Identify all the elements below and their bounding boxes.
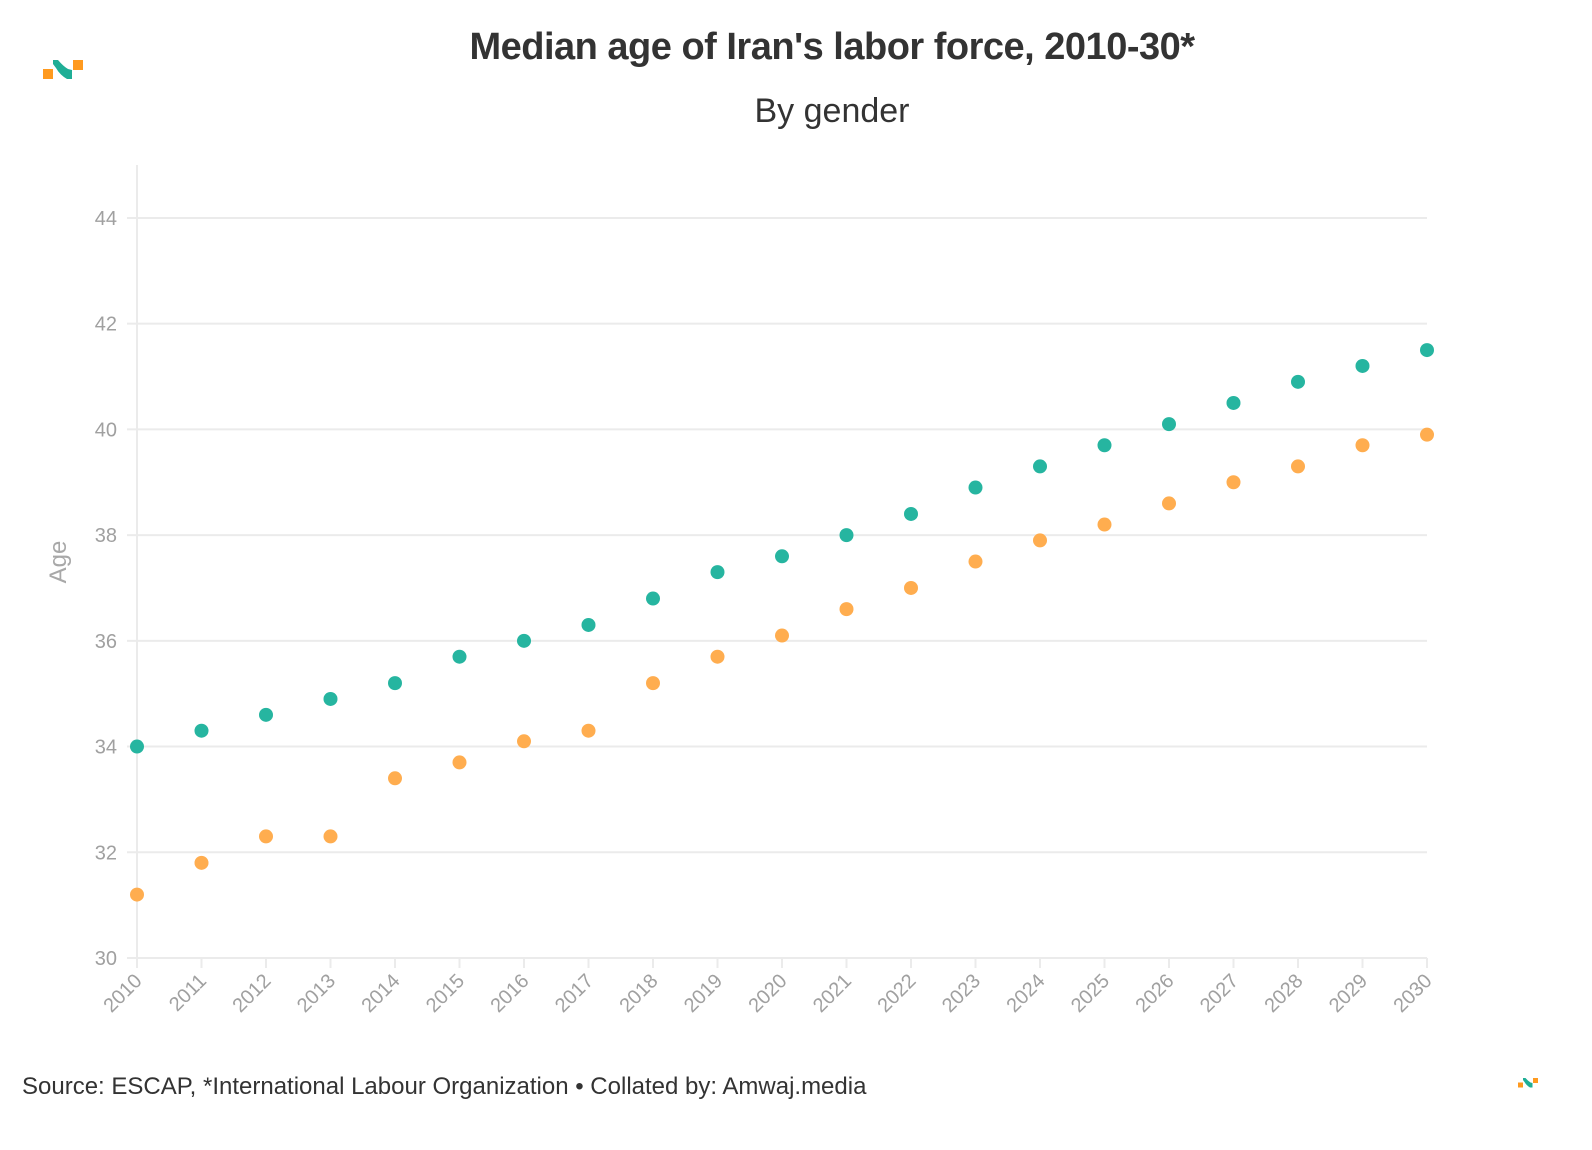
data-point[interactable]: [968, 480, 983, 495]
y-tick-label: 32: [95, 842, 117, 864]
data-point[interactable]: [1420, 427, 1434, 442]
y-tick-label: 34: [95, 737, 117, 759]
data-point[interactable]: [388, 676, 402, 691]
data-point[interactable]: [130, 887, 144, 902]
chart-title: Median age of Iran's labor force, 2010-3…: [469, 26, 1195, 68]
data-point[interactable]: [323, 829, 338, 844]
data-point[interactable]: [710, 649, 725, 664]
x-tick-label: 2014: [358, 970, 405, 1017]
data-points: [130, 343, 1434, 902]
data-point[interactable]: [452, 755, 467, 770]
data-point[interactable]: [323, 691, 338, 706]
data-point[interactable]: [259, 829, 273, 844]
y-tick-label: 36: [95, 631, 117, 653]
data-point[interactable]: [1033, 459, 1047, 474]
data-point[interactable]: [1162, 417, 1176, 432]
data-point[interactable]: [1226, 395, 1241, 410]
data-point[interactable]: [1291, 374, 1305, 389]
x-tick-label: 2026: [1132, 970, 1179, 1017]
amwaj-logo-small-icon: [1518, 1078, 1538, 1088]
data-point[interactable]: [1291, 459, 1305, 474]
x-tick-label: 2029: [1325, 970, 1372, 1017]
data-point[interactable]: [1420, 343, 1434, 358]
data-point[interactable]: [581, 723, 596, 738]
data-point[interactable]: [517, 734, 531, 749]
data-point[interactable]: [646, 676, 660, 691]
x-tick-label: 2010: [100, 970, 147, 1017]
x-tick-label: 2017: [551, 970, 598, 1017]
data-point[interactable]: [1097, 517, 1112, 532]
data-point[interactable]: [710, 565, 725, 580]
x-tick-label: 2023: [938, 970, 985, 1017]
y-tick-label: 30: [95, 948, 117, 970]
y-tick-label: 40: [95, 419, 117, 441]
x-tick-label: 2022: [874, 970, 921, 1017]
x-tick-label: 2019: [680, 970, 727, 1017]
y-tick-label: 42: [95, 314, 117, 336]
data-point[interactable]: [904, 506, 918, 521]
data-point[interactable]: [1226, 475, 1241, 490]
data-point[interactable]: [130, 739, 144, 754]
x-axis-ticks: 2010 2011 2012 2013 2014 2015 2016 2017 2018 2019…: [100, 958, 1437, 1017]
chart-subtitle: By gender: [754, 92, 910, 130]
data-point[interactable]: [194, 723, 209, 738]
x-tick-label: 2028: [1261, 970, 1308, 1017]
x-tick-label: 2015: [422, 970, 469, 1017]
y-axis-title: Age: [45, 541, 72, 584]
data-point[interactable]: [388, 771, 402, 786]
x-tick-label: 2030: [1390, 970, 1437, 1017]
x-tick-label: 2021: [809, 970, 856, 1017]
data-point[interactable]: [1033, 533, 1047, 548]
data-point[interactable]: [968, 554, 983, 569]
data-point[interactable]: [839, 602, 854, 617]
y-axis-ticks: 30 32 34 36 38 40 42 44: [95, 208, 117, 970]
x-tick-label: 2020: [745, 970, 792, 1017]
data-point[interactable]: [194, 855, 209, 870]
data-point[interactable]: [1097, 438, 1112, 453]
data-point[interactable]: [581, 617, 596, 632]
data-point[interactable]: [839, 528, 854, 543]
data-point[interactable]: [1355, 358, 1370, 373]
x-tick-label: 2024: [1003, 970, 1050, 1017]
data-point[interactable]: [775, 628, 789, 643]
data-point[interactable]: [1162, 496, 1176, 511]
data-point[interactable]: [517, 633, 531, 648]
gridlines: [127, 216, 1427, 959]
data-point[interactable]: [259, 707, 273, 722]
y-tick-label: 38: [95, 525, 117, 547]
data-point[interactable]: [452, 649, 467, 664]
x-tick-label: 2016: [487, 970, 534, 1017]
x-tick-label: 2013: [293, 970, 340, 1017]
data-point[interactable]: [904, 580, 918, 595]
series-teal: [130, 343, 1434, 754]
source-note: Source: ESCAP, *International Labour Org…: [22, 1073, 867, 1100]
x-tick-label: 2027: [1196, 970, 1243, 1017]
data-point[interactable]: [775, 549, 789, 564]
amwaj-logo-icon: [43, 60, 83, 79]
x-tick-label: 2011: [165, 970, 211, 1016]
x-tick-label: 2018: [616, 970, 663, 1017]
data-point[interactable]: [646, 591, 660, 606]
data-point[interactable]: [1355, 438, 1370, 453]
y-tick-label: 44: [95, 208, 117, 230]
x-tick-label: 2012: [229, 970, 276, 1017]
x-tick-label: 2025: [1067, 970, 1114, 1017]
series-orange: [130, 427, 1434, 902]
